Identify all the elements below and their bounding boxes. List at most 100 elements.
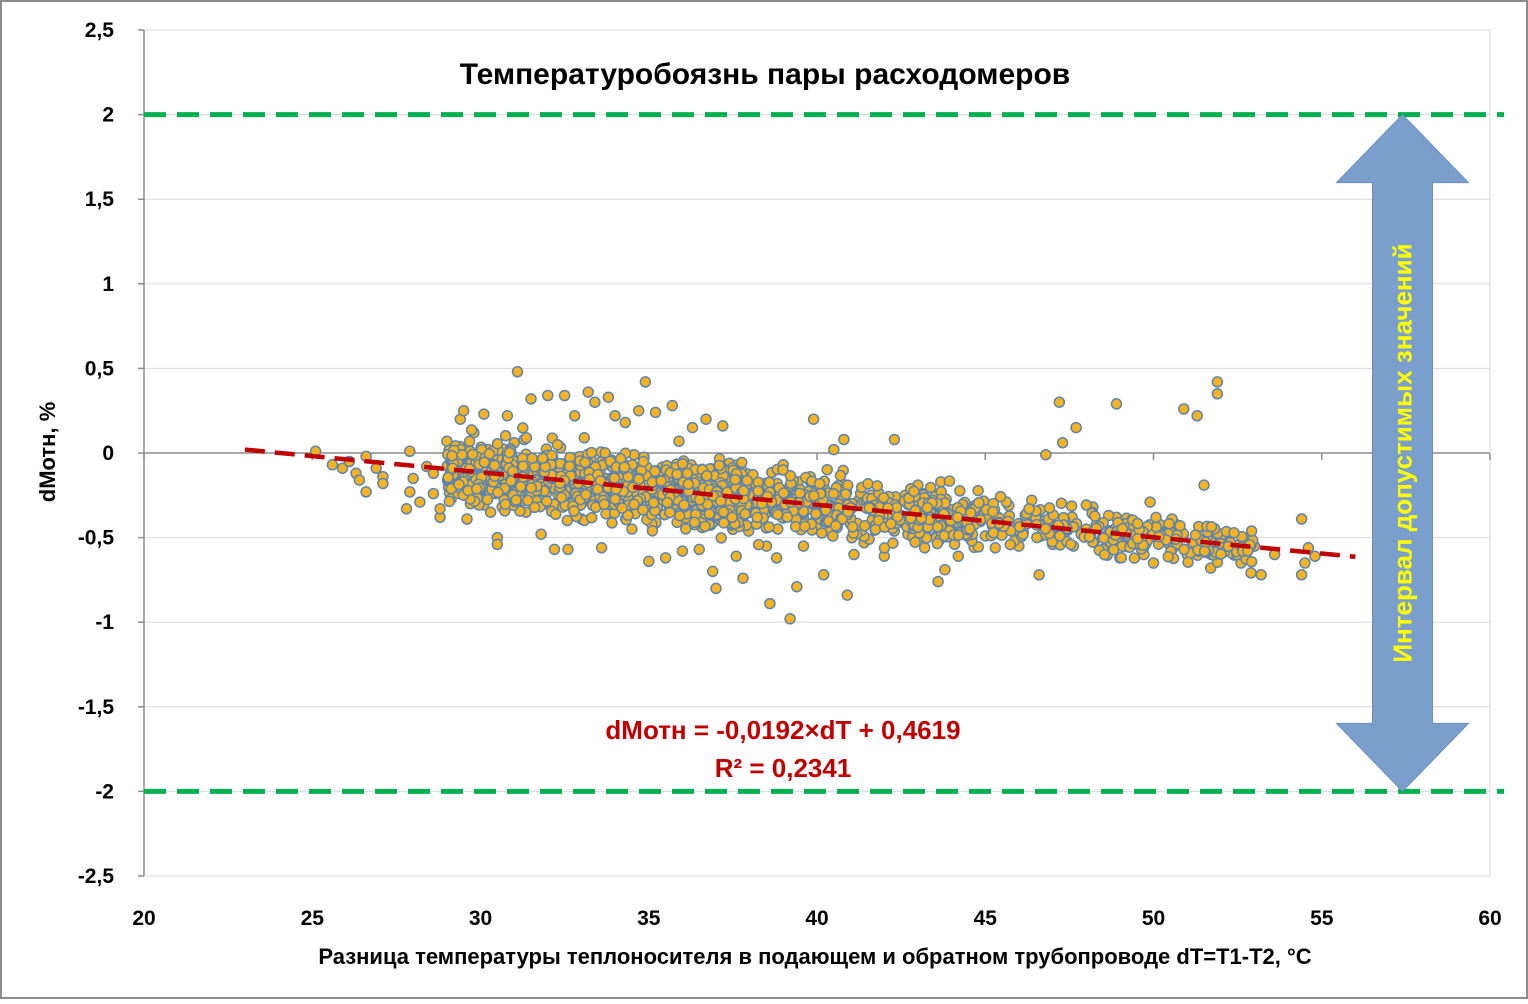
data-point bbox=[701, 469, 713, 482]
data-point bbox=[717, 420, 729, 432]
data-point bbox=[827, 530, 839, 542]
data-point bbox=[528, 501, 541, 514]
data-point bbox=[777, 487, 790, 499]
data-point bbox=[563, 460, 576, 473]
data-point bbox=[499, 498, 512, 511]
data-point bbox=[655, 475, 667, 487]
data-point bbox=[637, 455, 650, 468]
data-point bbox=[706, 565, 719, 578]
x-tick-label: 35 bbox=[637, 907, 661, 930]
data-point bbox=[877, 491, 890, 504]
data-point bbox=[549, 508, 562, 521]
data-point bbox=[1228, 526, 1240, 539]
data-point bbox=[918, 542, 931, 554]
data-point bbox=[659, 552, 672, 564]
data-point bbox=[520, 432, 533, 444]
data-point bbox=[827, 488, 840, 500]
data-point bbox=[1299, 557, 1311, 569]
data-point bbox=[1147, 557, 1160, 569]
data-point bbox=[407, 472, 419, 485]
data-point bbox=[481, 493, 494, 506]
data-point bbox=[848, 548, 860, 561]
data-point bbox=[943, 475, 956, 487]
data-point bbox=[461, 513, 473, 525]
data-point bbox=[1191, 410, 1203, 422]
y-tick-label: 1 bbox=[102, 273, 114, 296]
data-point bbox=[1098, 548, 1111, 561]
data-point bbox=[1040, 448, 1052, 461]
data-point bbox=[751, 511, 763, 524]
data-point bbox=[729, 473, 742, 486]
data-point bbox=[699, 520, 711, 533]
data-point bbox=[989, 542, 1002, 554]
data-point bbox=[673, 435, 685, 447]
data-point bbox=[952, 529, 965, 542]
x-tick-label: 55 bbox=[1310, 907, 1334, 930]
arrow-label: Интервал допустимых значений bbox=[1388, 243, 1418, 662]
data-point bbox=[1255, 569, 1267, 581]
data-point bbox=[715, 532, 727, 544]
data-point bbox=[562, 543, 574, 556]
data-point bbox=[987, 506, 999, 518]
data-point bbox=[799, 520, 811, 533]
data-point bbox=[763, 476, 776, 489]
data-point bbox=[1054, 530, 1066, 542]
data-point bbox=[671, 468, 683, 481]
y-tick-label: 0 bbox=[102, 442, 114, 465]
data-point bbox=[1295, 569, 1308, 581]
data-point bbox=[770, 552, 783, 564]
data-point bbox=[821, 463, 833, 476]
data-point bbox=[952, 550, 965, 562]
data-point bbox=[558, 389, 571, 402]
data-point bbox=[700, 413, 712, 425]
data-point bbox=[1097, 532, 1110, 544]
data-point bbox=[931, 537, 944, 550]
trendline-equation: dMотн = -0,0192×dT + 0,4619 bbox=[605, 715, 960, 745]
data-point bbox=[797, 540, 810, 552]
data-point bbox=[608, 472, 621, 484]
data-point bbox=[1110, 398, 1123, 410]
data-point bbox=[1115, 552, 1128, 564]
data-point bbox=[858, 520, 871, 532]
data-point bbox=[686, 421, 699, 434]
data-point bbox=[517, 422, 529, 434]
x-tick-label: 60 bbox=[1478, 907, 1501, 930]
data-point bbox=[526, 452, 538, 465]
data-point bbox=[661, 496, 674, 509]
data-point bbox=[808, 490, 820, 502]
data-point bbox=[693, 494, 706, 506]
data-point bbox=[453, 478, 465, 491]
data-point bbox=[938, 530, 951, 542]
data-point bbox=[434, 503, 446, 515]
data-point bbox=[511, 366, 524, 378]
data-point bbox=[1178, 403, 1190, 415]
data-point bbox=[602, 391, 615, 403]
data-point bbox=[609, 410, 621, 422]
data-point bbox=[1033, 569, 1045, 581]
data-point bbox=[582, 386, 594, 398]
x-tick-label: 45 bbox=[974, 907, 998, 930]
data-point bbox=[647, 497, 660, 509]
data-point bbox=[492, 486, 504, 499]
data-point bbox=[1245, 555, 1258, 568]
arrow-shape bbox=[1335, 113, 1470, 793]
data-point bbox=[446, 450, 458, 462]
data-point bbox=[427, 487, 440, 500]
data-point bbox=[994, 490, 1007, 503]
data-point bbox=[666, 399, 679, 412]
data-point bbox=[326, 459, 339, 471]
data-point bbox=[862, 478, 874, 490]
data-point bbox=[1182, 556, 1194, 568]
y-tick-label: -0,5 bbox=[78, 527, 115, 550]
data-point bbox=[1245, 525, 1258, 537]
data-point bbox=[885, 518, 897, 530]
data-point bbox=[598, 498, 611, 511]
data-point bbox=[478, 456, 491, 468]
data-point bbox=[963, 523, 976, 535]
data-point bbox=[838, 433, 850, 446]
data-point bbox=[703, 508, 716, 520]
data-point bbox=[1211, 376, 1224, 388]
data-point bbox=[834, 469, 847, 482]
data-point bbox=[726, 511, 738, 524]
data-point bbox=[741, 474, 753, 487]
